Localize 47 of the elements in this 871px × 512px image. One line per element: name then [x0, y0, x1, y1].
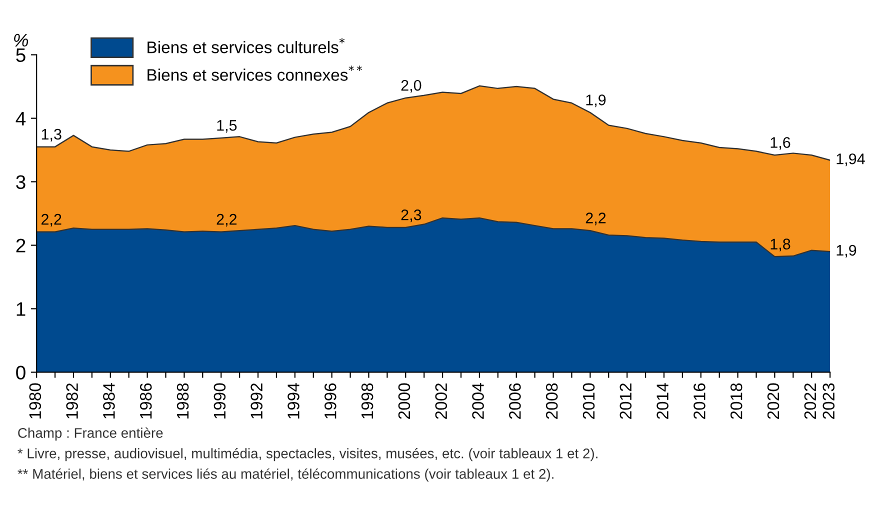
data-label: 1,3	[42, 128, 62, 142]
x-tick-label: 2002	[435, 383, 448, 419]
x-tick-label: 1982	[66, 383, 78, 418]
x-tick-label: 1986	[140, 383, 152, 418]
x-tick-label: 2000	[398, 383, 410, 419]
x-tick-label: 1980	[29, 383, 42, 418]
y-tick-label: 1	[16, 302, 26, 316]
x-tick-label: 1988	[176, 383, 189, 418]
x-tick-label: 2018	[730, 383, 742, 419]
x-tick-label: 1998	[361, 383, 374, 418]
x-tick-label: 1992	[250, 383, 262, 418]
data-label: 2,2	[42, 214, 62, 227]
data-label: 1,8	[770, 238, 790, 252]
x-tick-label: 1996	[324, 383, 336, 418]
y-axis-title: %	[14, 34, 28, 47]
x-tick-label: 2016	[694, 383, 706, 419]
y-tick-label: 0	[16, 366, 26, 380]
data-label: 2,2	[586, 212, 606, 226]
data-label: 2,2	[216, 214, 237, 227]
annotation: 1,94	[836, 153, 865, 166]
x-tick-label: 2008	[546, 383, 558, 419]
text: Champ : France entière	[18, 428, 163, 441]
legend-label: Biens et services culturels$^{*}$	[148, 38, 345, 54]
y-tick-label: 4	[16, 112, 26, 126]
y-tick-label: 3	[16, 175, 26, 189]
data-label: 2,3	[401, 209, 422, 222]
x-tick-label: 1990	[214, 383, 226, 418]
data-label: 2,0	[401, 80, 422, 93]
data-label: 1,9	[586, 94, 606, 108]
x-tick-label: 2022	[804, 383, 816, 419]
data-label: 1,9	[836, 244, 856, 258]
text: ** Matériel, biens et services liés au matériel, télécommunications (voir tableaux 1 et 2).	[18, 468, 554, 482]
x-tick-label: 2012	[620, 383, 632, 419]
data-label: 1,6	[770, 137, 790, 150]
x-tick-label: 1994	[288, 383, 300, 418]
x-tick-label: 2020	[767, 383, 780, 419]
x-tick-label: 2006	[509, 383, 521, 419]
text: * Livre, presse, audiovisuel, multimédia, spectacles, visites, musées, etc. (voir tableaux 1 et 2).	[18, 448, 598, 462]
data-label: 1,5	[217, 120, 237, 133]
y-tick-label: 5	[16, 48, 26, 62]
x-tick-label: 1984	[103, 383, 115, 418]
x-tick-label: 2014	[656, 383, 668, 419]
x-tick-label: 2010	[582, 383, 595, 419]
y-tick-label: 2	[16, 238, 26, 252]
x-tick-label: 2004	[472, 383, 484, 419]
x-tick-label: 2023	[822, 383, 835, 419]
legend-label: Biens et services connexes$^{**}$	[148, 66, 362, 81]
